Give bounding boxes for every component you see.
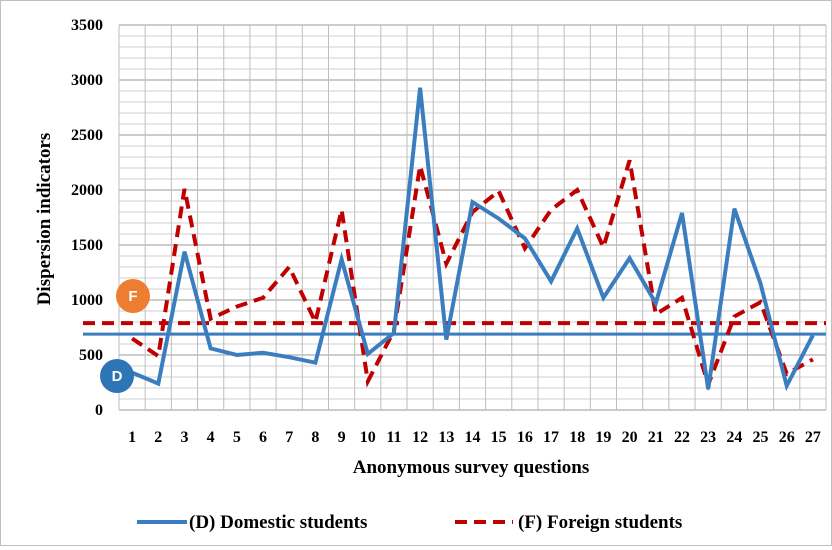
x-tick-label: 18 bbox=[569, 429, 585, 446]
x-tick-label: 11 bbox=[386, 429, 401, 446]
y-tick-label: 3500 bbox=[71, 17, 103, 34]
x-tick-label: 10 bbox=[360, 429, 376, 446]
x-tick-label: 5 bbox=[233, 429, 241, 446]
x-tick-label: 3 bbox=[180, 429, 188, 446]
legend-label-foreign: (F) Foreign students bbox=[518, 512, 682, 533]
x-tick-label: 8 bbox=[311, 429, 319, 446]
badge-label-d: D bbox=[112, 368, 123, 385]
x-axis-label: Anonymous survey questions bbox=[353, 457, 590, 478]
y-axis-ticks: 0 500 1000 1500 2000 2500 3000 3500 bbox=[71, 17, 103, 419]
badge-label-f: F bbox=[128, 288, 137, 305]
x-tick-label: 17 bbox=[543, 429, 559, 446]
x-tick-label: 27 bbox=[805, 429, 821, 446]
y-tick-label: 3000 bbox=[71, 72, 103, 89]
x-tick-label: 19 bbox=[595, 429, 611, 446]
y-tick-label: 1500 bbox=[71, 237, 103, 254]
x-tick-label: 16 bbox=[517, 429, 533, 446]
y-axis-label: Dispersion indicators bbox=[34, 133, 55, 306]
x-tick-label: 22 bbox=[674, 429, 690, 446]
legend: (D) Domestic students (F) Foreign studen… bbox=[137, 512, 682, 533]
y-tick-label: 0 bbox=[95, 402, 103, 419]
y-tick-label: 2000 bbox=[71, 182, 103, 199]
x-tick-label: 26 bbox=[779, 429, 795, 446]
x-tick-label: 6 bbox=[259, 429, 267, 446]
x-tick-label: 24 bbox=[726, 429, 742, 446]
x-tick-label: 14 bbox=[465, 429, 481, 446]
x-tick-label: 4 bbox=[207, 429, 215, 446]
x-tick-label: 13 bbox=[438, 429, 454, 446]
x-tick-label: 7 bbox=[285, 429, 293, 446]
y-tick-label: 1000 bbox=[71, 292, 103, 309]
legend-label-domestic: (D) Domestic students bbox=[189, 512, 367, 533]
series-line-foreign bbox=[132, 160, 813, 384]
x-tick-label: 15 bbox=[491, 429, 507, 446]
y-tick-label: 500 bbox=[79, 347, 103, 364]
x-tick-label: 25 bbox=[753, 429, 769, 446]
x-tick-label: 12 bbox=[412, 429, 428, 446]
x-tick-label: 21 bbox=[648, 429, 664, 446]
x-tick-label: 1 bbox=[128, 429, 136, 446]
x-tick-label: 2 bbox=[154, 429, 162, 446]
x-tick-label: 9 bbox=[338, 429, 346, 446]
y-tick-label: 2500 bbox=[71, 127, 103, 144]
x-tick-label: 23 bbox=[700, 429, 716, 446]
x-tick-label: 20 bbox=[622, 429, 638, 446]
